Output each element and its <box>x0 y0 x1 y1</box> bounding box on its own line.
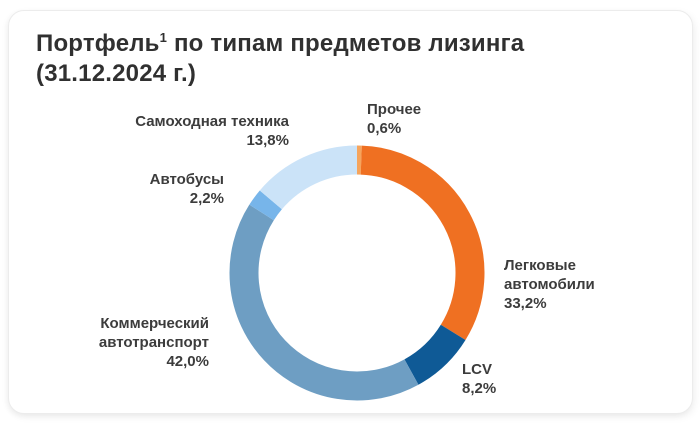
segment-label-text: Самоходная техника <box>135 113 289 130</box>
donut-segment-4 <box>249 190 283 221</box>
segment-label-avtobusy: Автобусы 2,2% <box>150 170 224 208</box>
title-line2: (31.12.2024 г.) <box>36 60 197 87</box>
segment-value-text: 42,0% <box>166 353 209 370</box>
segment-value-text: 33,2% <box>504 295 547 312</box>
footnote-marker: 1 <box>159 30 168 45</box>
segment-label-text: Коммерческий автотранспорт <box>98 315 209 351</box>
segment-label-text: Легковые автомобили <box>504 257 595 293</box>
title-line1: Портфель1 по типам предметов лизинга <box>36 30 524 57</box>
donut-svg <box>229 145 485 401</box>
title-main: Портфель <box>36 30 160 57</box>
segment-value-text: 2,2% <box>189 190 224 207</box>
segment-value-text: 13,8% <box>246 132 289 149</box>
segment-label-legkovye-avtomobili: Легковые автомобили 33,2% <box>504 256 609 313</box>
donut-segment-2 <box>404 324 466 385</box>
donut-segment-1 <box>360 145 485 340</box>
donut-segment-5 <box>259 145 358 210</box>
segment-label-text: Прочее <box>367 101 422 118</box>
chart-title: Портфель1 по типам предметов лизинга (31… <box>36 29 524 89</box>
segment-value-text: 8,2% <box>462 380 497 397</box>
segment-label-lcv: LCV 8,2% <box>462 360 496 398</box>
segment-label-prochee: Прочее 0,6% <box>367 100 421 138</box>
segment-label-samokhodnaya-tekhnika: Самоходная техника 13,8% <box>135 112 289 150</box>
chart-card: Портфель1 по типам предметов лизинга (31… <box>8 10 693 414</box>
title-rest: по типам предметов лизинга <box>167 30 525 57</box>
segment-value-text: 0,6% <box>367 120 402 137</box>
segment-label-text: LCV <box>462 361 492 378</box>
segment-label-kommercheskiy-avtotransport: Коммерческий автотранспорт 42,0% <box>59 314 209 371</box>
segment-label-text: Автобусы <box>149 171 224 188</box>
donut-segment-3 <box>229 204 419 401</box>
